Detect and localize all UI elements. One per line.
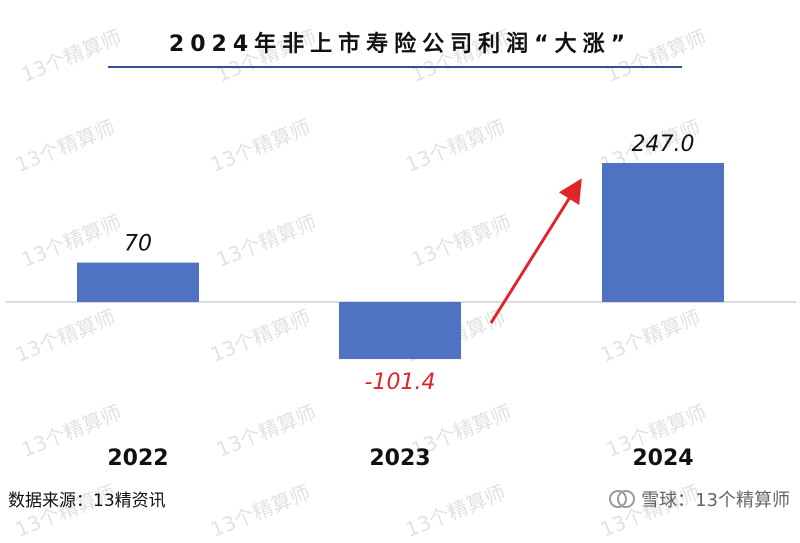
title-underline — [108, 66, 682, 68]
value-label-2024: 247.0 — [632, 132, 695, 157]
bar-chart: 70 2022 -101.4 2023 247.0 2024 — [6, 132, 796, 471]
chart-title: 2024年非上市寿险公司利润“大涨” — [168, 32, 632, 57]
value-label-2023: -101.4 — [365, 370, 436, 395]
brand-credit: 雪球：13个精算师 — [609, 486, 790, 512]
data-source-note: 数据来源：13精资讯 — [8, 491, 166, 511]
bar-2022 — [77, 262, 199, 302]
brand-text: 雪球：13个精算师 — [641, 490, 790, 511]
value-label-2022: 70 — [124, 232, 152, 257]
bar-2023 — [339, 302, 461, 360]
category-label-2024: 2024 — [632, 446, 693, 471]
snowball-logo-icon — [609, 490, 636, 508]
trend-arrow — [489, 178, 582, 324]
bar-2024 — [602, 162, 724, 302]
category-label-2022: 2022 — [107, 446, 168, 471]
category-label-2023: 2023 — [369, 446, 430, 471]
